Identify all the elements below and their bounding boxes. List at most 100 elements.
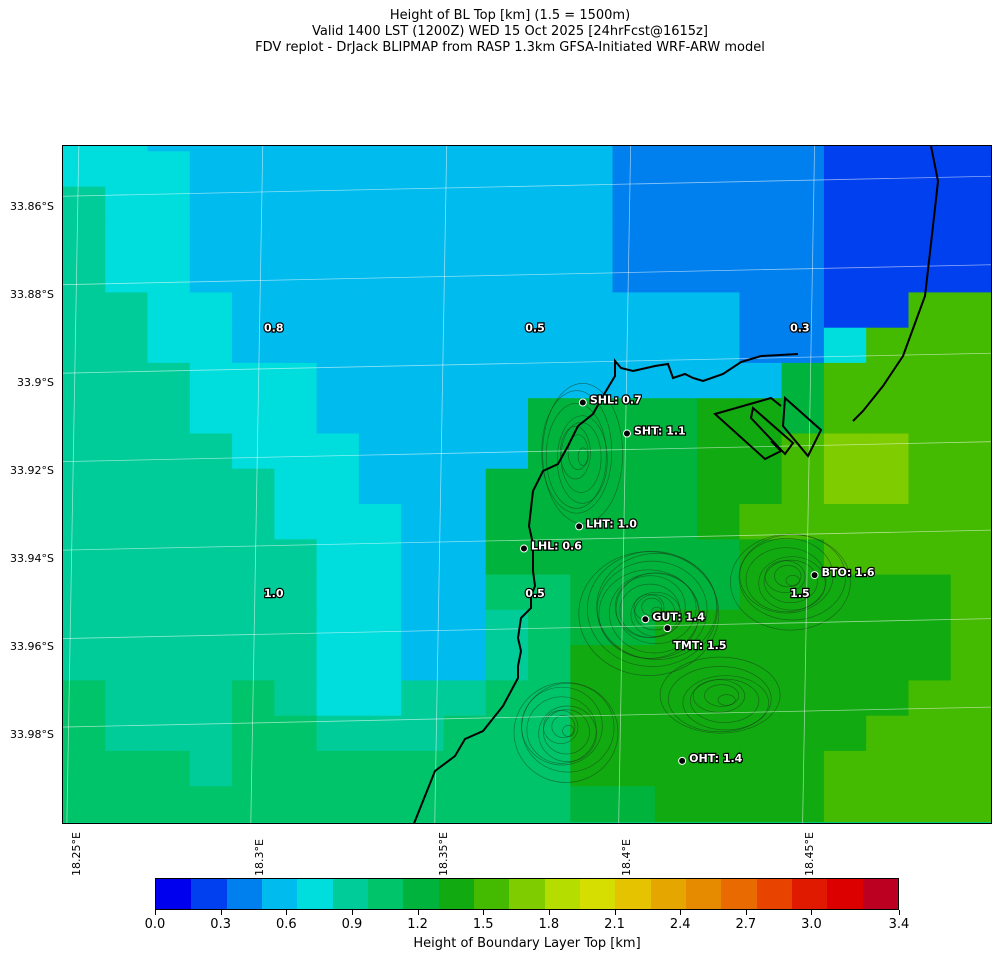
grid-cell [443, 468, 487, 505]
grid-cell [654, 257, 698, 293]
grid-cell [739, 186, 783, 223]
site-label-sht: SHT: 1.1 [634, 425, 686, 438]
grid-cell [485, 327, 529, 364]
grid-cell [189, 257, 233, 293]
site-marker-bto [810, 571, 819, 580]
grid-cell [189, 574, 233, 611]
grid-cell [105, 362, 149, 399]
grid-cell [358, 151, 402, 188]
colorbar-tick-label: 0.3 [210, 917, 231, 932]
grid-cell [274, 221, 318, 258]
grid-cell [358, 186, 402, 223]
grid-cell [908, 680, 952, 717]
colorbar-tick [155, 910, 156, 915]
grid-cell [63, 504, 106, 540]
site-marker-tmt [663, 624, 672, 633]
grid-cell [485, 609, 529, 646]
grid-cell [697, 146, 740, 152]
contour-line [542, 709, 590, 755]
site-label-oht: OHT: 1.4 [689, 752, 743, 765]
grid-cell [739, 362, 783, 399]
parallel-line [63, 441, 991, 463]
grid-cell [739, 221, 783, 258]
grid-cell [105, 715, 149, 752]
grid-cell [358, 362, 402, 399]
grid-cell [401, 327, 444, 364]
colorbar-tick [351, 910, 353, 915]
grid-cell [63, 362, 106, 399]
grid-cell [823, 146, 867, 152]
grid-cell [316, 786, 360, 822]
value-labels: 0.8 0.5 0.3 1.0 0.5 1.5 [263, 320, 811, 601]
latitude-label: 33.92°S [10, 464, 54, 477]
colorbar-tick [745, 910, 747, 915]
grid-cell [528, 539, 571, 576]
grid-cell [316, 221, 360, 258]
grid-cell [316, 257, 360, 293]
grid-cell [358, 221, 402, 258]
grid-cell [612, 146, 656, 152]
colorbar-swatch [827, 879, 863, 909]
grid-cell [147, 362, 191, 399]
grid-cell [232, 362, 275, 399]
grid-cell [443, 257, 487, 293]
contour-line [542, 383, 623, 524]
contour-line [641, 597, 663, 617]
grid-cell [358, 539, 402, 576]
grid-cell [232, 539, 275, 576]
grid-cell [570, 680, 614, 717]
grid-cell [781, 146, 825, 152]
grid-cell [908, 257, 952, 293]
cell-value-label: 0.5 [525, 321, 545, 334]
colorbar-tick [899, 910, 900, 915]
meridian-line [802, 146, 815, 823]
grid-cell [232, 257, 275, 293]
grid-cell [147, 398, 191, 434]
site-label-lhl: LHL: 0.6 [531, 540, 582, 553]
grid-cell [316, 680, 360, 717]
grid-cell [274, 186, 318, 223]
grid-cell [105, 539, 149, 576]
grid-cell [316, 574, 360, 611]
grid-cell [147, 504, 191, 540]
colorbar-swatch [438, 879, 474, 909]
colorbar-swatch [403, 879, 439, 909]
grid-cell [401, 680, 444, 717]
grid-cell [697, 151, 740, 188]
grid-cell [105, 504, 149, 540]
meridian-line [618, 146, 632, 823]
grid-cell [232, 221, 275, 258]
grid-cell [274, 257, 318, 293]
grid-cell [528, 327, 571, 364]
contour-line [596, 553, 718, 660]
contour-line [551, 715, 576, 738]
grid-cell [189, 750, 233, 787]
parallel-line [63, 618, 991, 639]
colorbar-tick-label: 3.0 [801, 917, 822, 932]
grid-cell [63, 539, 106, 576]
grid-cell [189, 468, 233, 505]
latitude-label: 33.86°S [10, 200, 54, 213]
grid-cell [63, 257, 106, 293]
colorbar-label: Height of Boundary Layer Top [km] [413, 936, 641, 951]
grid-cell [316, 645, 360, 681]
contour-line [538, 705, 597, 762]
grid-cell [485, 468, 529, 505]
grid-cell [612, 327, 656, 364]
grid-cell [908, 645, 952, 681]
grid-cell [823, 151, 867, 188]
grid-cell [316, 292, 360, 329]
grid-cell [866, 715, 909, 752]
grid-cell [908, 574, 952, 611]
grid-cell [697, 327, 740, 364]
grid-cell [781, 645, 825, 681]
grid-cell [63, 750, 106, 787]
grid-cell [401, 609, 444, 646]
grid-cell [358, 609, 402, 646]
grid-cell [358, 146, 402, 152]
site-label-gut: GUT: 1.4 [652, 610, 705, 623]
colorbar-swatch [579, 879, 616, 909]
grid-cell [274, 327, 318, 364]
grid-cell [654, 398, 698, 434]
grid-cell [232, 609, 275, 646]
